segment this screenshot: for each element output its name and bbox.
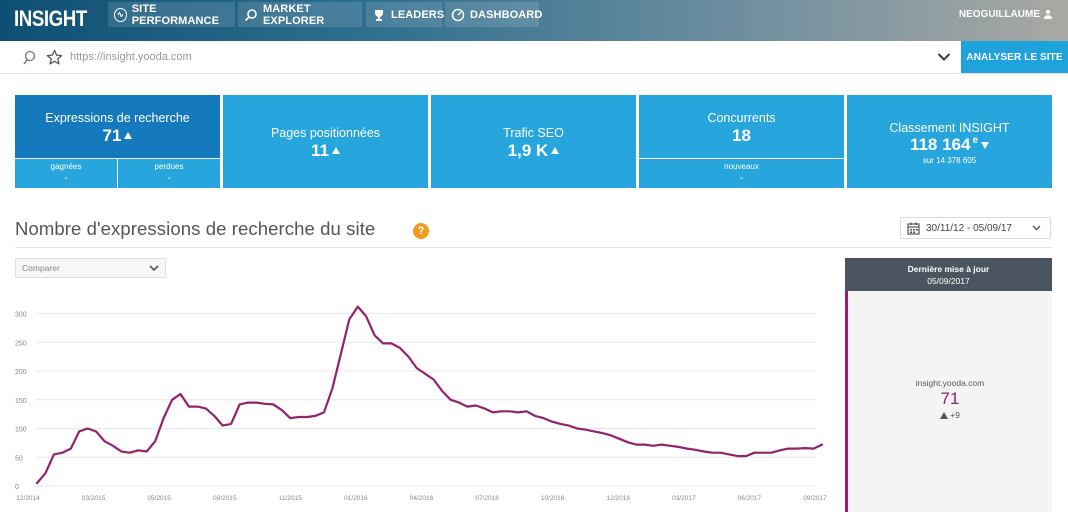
panel-site-name: insight.yooda.com [915,378,985,388]
kpi-label: Pages positionnées [270,126,381,140]
date-range-value: 30/11/12 - 05/09/17 [926,222,1012,234]
nav-tab-site-performance[interactable]: ∿ SITE PERFORMANCE [108,2,235,27]
x-tick-label: 08/2015 [213,495,237,502]
kpi-value: 18 [732,126,751,145]
chevron-down-icon [1032,225,1041,231]
url-bar [0,41,1068,74]
kpi-label: Classement INSIGHT [889,121,1010,135]
kpi-pages[interactable]: Pages positionnées 11 [223,95,428,188]
chart-pulse-icon: ∿ [114,7,127,22]
series-line [35,305,824,485]
url-input[interactable] [70,51,930,63]
compare-label: Comparer [22,263,60,273]
x-tick-label: 12/2014 [16,495,40,502]
user-icon [1044,10,1052,19]
nav-tab-leaders[interactable]: LEADERS [366,2,445,27]
panel-value: 71 [940,389,960,408]
expressions-line-chart: 0 50 100 150 200 250 300 12/2014 03/2015 05/2015… [15,305,827,502]
foot-value: - [167,173,171,184]
y-tick-label: 150 [15,398,27,405]
search-icon [244,8,258,22]
x-tick-label: 09/2017 [803,495,827,502]
help-icon[interactable]: ? [413,223,429,239]
x-tick-label: 03/2015 [82,495,106,502]
kpi-foot-lost: perdues - [117,159,220,188]
last-update-panel: insight.yooda.com 71 +9 [845,291,1052,512]
star-icon[interactable] [46,49,63,66]
kpi-label: Concurrents [707,111,776,125]
user-menu[interactable]: NEOGUILLAUME [959,9,1052,20]
trophy-icon [372,8,386,22]
nav-tab-label: SITE PERFORMANCE [131,2,220,27]
trend-up-icon [124,132,133,139]
x-tick-label: 03/2017 [672,495,696,502]
trend-up-icon [331,147,340,154]
chevron-down-icon[interactable] [937,52,951,62]
foot-value: - [64,173,68,184]
kpi-subvalue: sur 14 378 605 [922,156,977,165]
kpi-value: 71 [15,126,220,146]
last-update-header: Dernière mise à jour 05/09/2017 [845,258,1052,291]
y-tick-label: 50 [15,455,23,462]
nav-tab-label: LEADERS [391,8,445,21]
kpi-competitors[interactable]: Concurrents 18 nouveaux - [639,95,844,188]
x-tick-label: 07/2016 [475,495,499,502]
x-tick-label: 04/2016 [410,495,434,502]
search-icon[interactable] [22,50,36,66]
x-tick-label: 06/2017 [738,495,762,502]
calendar-icon [907,222,920,235]
kpi-label: Trafic SEO [503,126,564,140]
foot-value: - [739,173,744,184]
panel-delta: +9 [848,410,1052,420]
kpi-foot-new: nouveaux - [639,159,844,188]
app-logo[interactable]: INSIGHT [14,6,87,31]
date-range-picker[interactable]: 30/11/12 - 05/09/17 [900,217,1051,239]
x-tick-label: 01/2016 [344,495,368,502]
foot-label: perdues [154,162,184,171]
nav-tab-label: MARKET EXPLORER [263,2,325,27]
y-tick-label: 200 [15,369,27,376]
kpi-value: 118 164 e [847,135,1052,155]
chevron-down-icon [149,265,159,271]
username: NEOGUILLAUME [958,9,1040,20]
trend-down-icon [981,142,990,149]
y-tick-label: 300 [15,312,27,319]
kpi-value: 1,9 K [431,141,636,161]
y-tick-label: 250 [15,340,27,347]
kpi-foot-gained: gagnées - [15,159,117,188]
last-update-title: Dernière mise à jour [907,264,990,274]
y-tick-label: 0 [15,484,19,491]
foot-label: nouveaux [724,162,759,171]
gauge-icon [451,8,465,22]
compare-select[interactable]: Comparer [15,258,166,278]
kpi-value: 11 [223,141,428,161]
y-tick-label: 100 [15,427,27,434]
kpi-ranking[interactable]: Classement INSIGHT 118 164 e sur 14 378 6… [847,95,1052,188]
nav-tab-label: DASHBOARD [470,8,543,21]
x-tick-label: 11/2015 [279,495,302,502]
x-tick-label: 12/2016 [607,495,631,502]
nav-tab-dashboard[interactable]: DASHBOARD [445,2,543,27]
kpi-footer: nouveaux - [639,158,844,188]
trend-up-icon [940,412,949,419]
last-update-date: 05/09/2017 [927,276,970,286]
kpi-label: Expressions de recherche [45,111,190,125]
trend-up-icon [551,147,560,154]
kpi-traffic[interactable]: Trafic SEO 1,9 K [431,95,636,188]
kpi-footer: gagnées - perdues - [15,158,220,188]
kpi-expressions[interactable]: Expressions de recherche 71 gagnées - pe… [15,95,220,188]
divider [15,247,1052,248]
x-tick-label: 05/2015 [147,495,171,502]
nav-tab-market-explorer[interactable]: MARKET EXPLORER [238,2,362,27]
foot-label: gagnées [50,162,82,171]
x-tick-label: 10/2016 [541,495,565,502]
section-title: Nombre d'expressions de recherche du sit… [15,218,376,239]
analyze-site-button[interactable]: ANALYSER LE SITE [961,41,1068,73]
top-navigation: INSIGHT ∿ SITE PERFORMANCE MARKET EXPLOR… [0,0,1068,41]
